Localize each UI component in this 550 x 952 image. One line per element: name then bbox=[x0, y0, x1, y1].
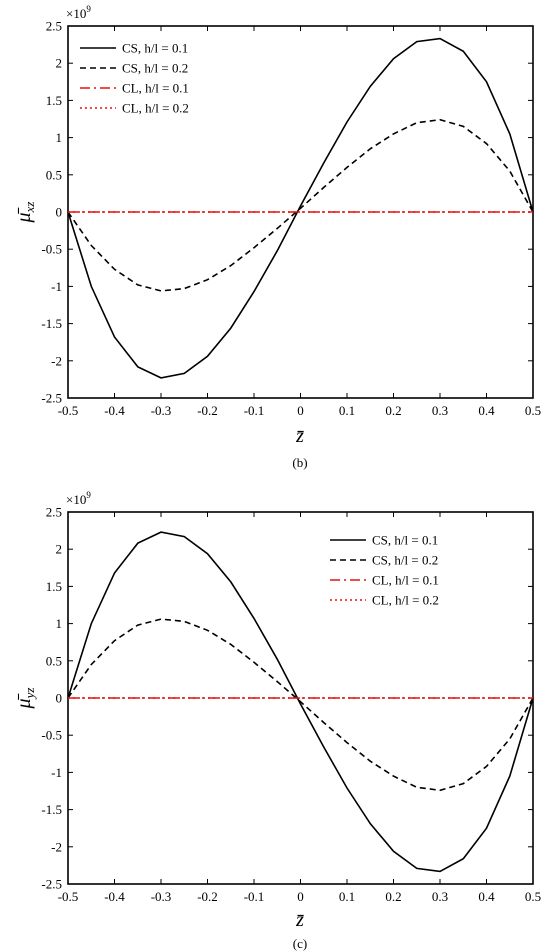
x-tick-label: -0.2 bbox=[197, 889, 218, 904]
y-tick-label: -1.5 bbox=[41, 802, 62, 817]
y-tick-label: -0.5 bbox=[41, 728, 62, 743]
y-tick-label: -1 bbox=[51, 279, 62, 294]
x-tick-label: 0.2 bbox=[385, 889, 401, 904]
y-tick-label: -2 bbox=[51, 839, 62, 854]
x-tick-label: -0.4 bbox=[104, 889, 125, 904]
axis-ticks-c: -0.5 -0.4 -0.3 -0.2 -0.1 0 0.1 0.2 0.3 0.4 0.5 2.5 2… bbox=[41, 505, 541, 905]
y-tick-label: 0.5 bbox=[46, 653, 62, 668]
y-tick-label: 1.5 bbox=[46, 579, 62, 594]
y-axis-label-b: μ̄xz bbox=[13, 202, 37, 224]
legend-label-2: CS, h/l = 0.2 bbox=[372, 553, 438, 568]
y-tick-label: -1 bbox=[51, 765, 62, 780]
y-tick-label: 0 bbox=[56, 691, 63, 706]
x-tick-label: -0.3 bbox=[151, 403, 172, 418]
y-tick-label: 0 bbox=[56, 205, 63, 220]
y-tick-label: -2.5 bbox=[41, 391, 62, 406]
legend-label-4: CL, h/l = 0.2 bbox=[372, 593, 439, 608]
axis-ticks-b: -0.5 -0.4 -0.3 -0.2 -0.1 0 0.1 0.2 0.3 0.4 0.5 2.5 2… bbox=[41, 19, 541, 419]
x-tick-label: 0 bbox=[297, 889, 304, 904]
legend-b: CS, h/l = 0.1 CS, h/l = 0.2 CL, h/l = 0.1 C… bbox=[80, 41, 189, 116]
series-line-2 bbox=[67, 618, 534, 792]
y-axis-label-c: μ̄yz bbox=[13, 688, 37, 710]
series-layer-b bbox=[67, 37, 534, 379]
panel-label-b: (b) bbox=[292, 455, 307, 470]
x-tick-label: 0.2 bbox=[385, 403, 401, 418]
exponent-label-c: ×109 bbox=[66, 490, 91, 507]
y-tick-label: -2.5 bbox=[41, 877, 62, 892]
y-tick-label: 1 bbox=[56, 130, 63, 145]
x-axis-label-c: z̄ bbox=[295, 909, 304, 931]
x-tick-label: 0.1 bbox=[339, 889, 355, 904]
y-tick-label: -1.5 bbox=[41, 316, 62, 331]
legend-label-2: CS, h/l = 0.2 bbox=[122, 61, 188, 76]
panel-c: -0.5 -0.4 -0.3 -0.2 -0.1 0 0.1 0.2 0.3 0.4 0.5 2.5 2… bbox=[13, 490, 541, 951]
series-line-1 bbox=[67, 37, 534, 379]
y-tick-label: 2 bbox=[56, 542, 63, 557]
legend-c: CS, h/l = 0.1 CS, h/l = 0.2 CL, h/l = 0.1 C… bbox=[330, 533, 439, 608]
x-tick-label: 0.4 bbox=[478, 889, 495, 904]
y-tick-label: 1 bbox=[56, 616, 63, 631]
y-tick-label: -2 bbox=[51, 353, 62, 368]
x-tick-label: -0.5 bbox=[58, 403, 79, 418]
x-tick-label: -0.4 bbox=[104, 403, 125, 418]
y-tick-label: 1.5 bbox=[46, 93, 62, 108]
exponent-label-b: ×109 bbox=[66, 4, 91, 21]
x-tick-label: -0.1 bbox=[244, 403, 265, 418]
legend-label-3: CL, h/l = 0.1 bbox=[372, 573, 439, 588]
legend-label-1: CS, h/l = 0.1 bbox=[372, 533, 438, 548]
x-tick-label: -0.5 bbox=[58, 889, 79, 904]
x-tick-label: 0.4 bbox=[478, 403, 495, 418]
panel-b: -0.5 -0.4 -0.3 -0.2 -0.1 0 0.1 0.2 0.3 0.4 0.5 2.5 2… bbox=[13, 4, 541, 470]
x-tick-label: -0.2 bbox=[197, 403, 218, 418]
y-tick-label: 0.5 bbox=[46, 167, 62, 182]
x-tick-label: 0.5 bbox=[525, 403, 541, 418]
x-tick-label: 0.3 bbox=[432, 403, 448, 418]
series-line-1 bbox=[67, 531, 534, 873]
x-tick-label: -0.3 bbox=[151, 889, 172, 904]
x-tick-label: 0.5 bbox=[525, 889, 541, 904]
legend-label-1: CS, h/l = 0.1 bbox=[122, 41, 188, 56]
legend-label-3: CL, h/l = 0.1 bbox=[122, 81, 189, 96]
series-layer-c bbox=[67, 531, 534, 873]
y-tick-label: 2 bbox=[56, 56, 63, 71]
x-axis-label-b: z̄ bbox=[295, 425, 304, 447]
y-tick-label: 2.5 bbox=[46, 19, 62, 34]
x-tick-label: 0.3 bbox=[432, 889, 448, 904]
y-tick-label: -0.5 bbox=[41, 242, 62, 257]
panel-label-c: (c) bbox=[293, 936, 307, 951]
legend-label-4: CL, h/l = 0.2 bbox=[122, 101, 189, 116]
y-tick-label: 2.5 bbox=[46, 505, 62, 520]
series-line-2 bbox=[67, 118, 534, 292]
x-tick-label: 0 bbox=[297, 403, 304, 418]
x-tick-label: 0.1 bbox=[339, 403, 355, 418]
x-tick-label: -0.1 bbox=[244, 889, 265, 904]
